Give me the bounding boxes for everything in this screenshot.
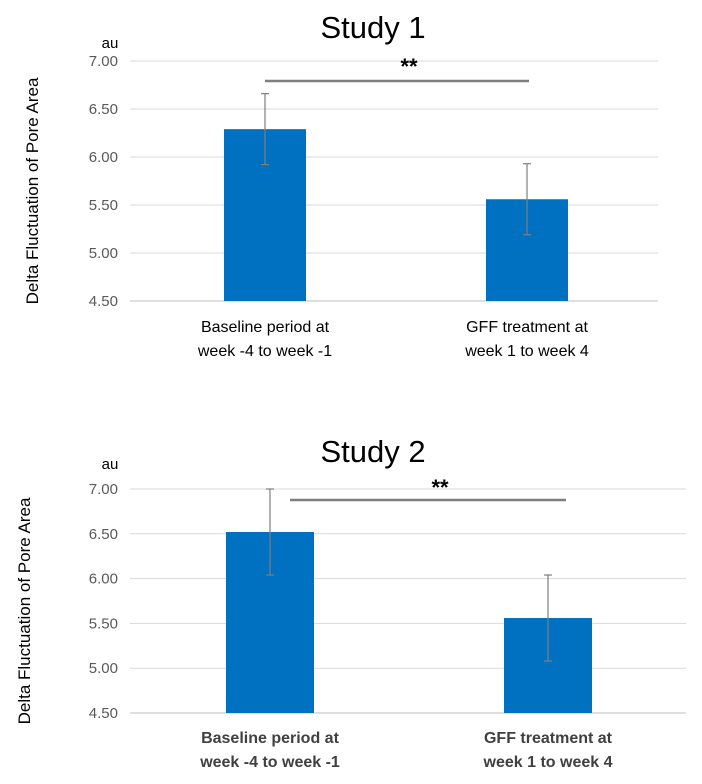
chart2-unit-label: au [102,456,119,473]
chart2-y-tick-label: 4.50 [89,705,118,722]
chart1-y-tick-label: 6.00 [89,149,118,166]
chart2-y-tick-label: 5.50 [89,615,118,632]
chart1-y-axis-label: Delta Fluctuation of Pore Area [23,77,42,304]
chart1-y-tick-label: 6.50 [89,101,118,118]
chart1-y-tick-label: 5.50 [89,197,118,214]
chart2-significance-label: ** [431,475,449,500]
chart1-y-tick-label: 5.00 [89,245,118,262]
chart1-category-label-2-line1: GFF treatment at [466,319,588,336]
chart1-unit-label: au [102,35,119,52]
chart2-title: Study 2 [320,434,425,469]
chart1-category-label-1-line2: week -4 to week -1 [197,343,332,360]
chart2-y-tick-label: 5.00 [89,660,118,677]
chart2-y-tick-label: 7.00 [89,481,118,498]
chart1-significance-label: ** [400,54,418,79]
chart2-y-axis-label: Delta Fluctuation of Pore Area [15,497,34,724]
chart1-y-tick-label: 4.50 [89,293,118,310]
chart2-category-label-1-line2: week -4 to week -1 [199,754,340,771]
chart2-y-tick-label: 6.50 [89,526,118,543]
chart1-category-label-2-line2: week 1 to week 4 [464,343,589,360]
chart2-category-label-2-line1: GFF treatment at [484,730,613,747]
chart1-category-label-1-line1: Baseline period at [201,319,330,336]
chart2-category-label-1-line1: Baseline period at [201,730,339,747]
chart2-category-label-2-line2: week 1 to week 4 [483,754,613,771]
chart1-title: Study 1 [320,10,425,45]
chart2-y-tick-label: 6.00 [89,571,118,588]
chart1-y-tick-label: 7.00 [89,53,118,70]
